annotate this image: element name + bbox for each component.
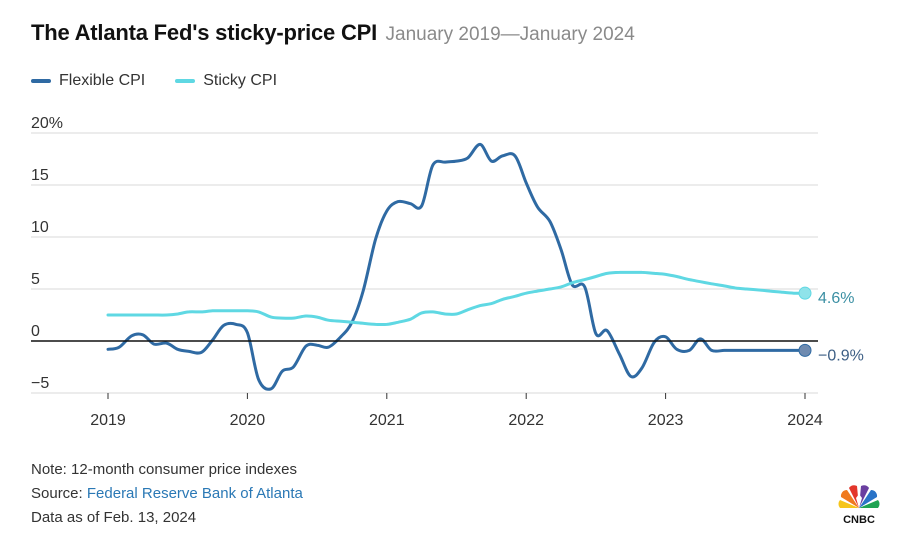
chart-header: The Atlanta Fed's sticky-price CPI Janua… <box>31 20 635 46</box>
legend-label-flexible: Flexible CPI <box>59 72 146 89</box>
legend-item-sticky: Sticky CPI <box>175 72 277 90</box>
chart-legend: Flexible CPI Sticky CPI <box>31 72 277 90</box>
logo-text: CNBC <box>843 514 875 526</box>
y-tick-label: −5 <box>31 375 49 392</box>
y-tick-label: 20% <box>31 115 63 132</box>
x-tick-label: 2022 <box>508 412 544 429</box>
legend-item-flexible: Flexible CPI <box>31 72 145 90</box>
data-as-of: Data as of Feb. 13, 2024 <box>31 509 197 526</box>
source-prefix: Source: <box>31 485 87 502</box>
legend-label-sticky: Sticky CPI <box>203 72 278 89</box>
sticky-cpi-line <box>106 270 807 327</box>
y-tick-label: 10 <box>31 219 49 236</box>
legend-swatch-sticky <box>175 79 196 83</box>
chart-subtitle: January 2019—January 2024 <box>385 24 635 45</box>
source-line: Source: Federal Reserve Bank of Atlanta <box>31 482 303 506</box>
sticky-cpi-end-marker <box>798 286 812 300</box>
y-tick-label: 5 <box>31 271 40 288</box>
flexible-cpi-line <box>106 142 807 391</box>
peacock-icon <box>838 485 880 508</box>
flexible-cpi-end-label: −0.9% <box>818 347 864 364</box>
note-text: Note: 12-month consumer price indexes <box>31 461 297 478</box>
x-tick-label: 2020 <box>230 412 266 429</box>
cnbc-logo: CNBC <box>838 485 880 526</box>
legend-swatch-flexible <box>31 79 51 83</box>
chart-title: The Atlanta Fed's sticky-price CPI <box>31 20 378 45</box>
flexible-cpi-end-marker <box>798 343 812 357</box>
source-link[interactable]: Federal Reserve Bank of Atlanta <box>86 485 303 502</box>
x-tick-label: 2019 <box>90 412 126 429</box>
x-tick-label: 2021 <box>369 412 405 429</box>
x-tick-label: 2023 <box>648 412 684 429</box>
x-tick-label: 2024 <box>787 412 823 429</box>
chart-notes: Note: 12-month consumer price indexes So… <box>31 458 303 530</box>
y-tick-label: 15 <box>31 167 49 184</box>
sticky-cpi-end-label: 4.6% <box>818 290 854 307</box>
y-tick-label: 0 <box>31 323 40 340</box>
